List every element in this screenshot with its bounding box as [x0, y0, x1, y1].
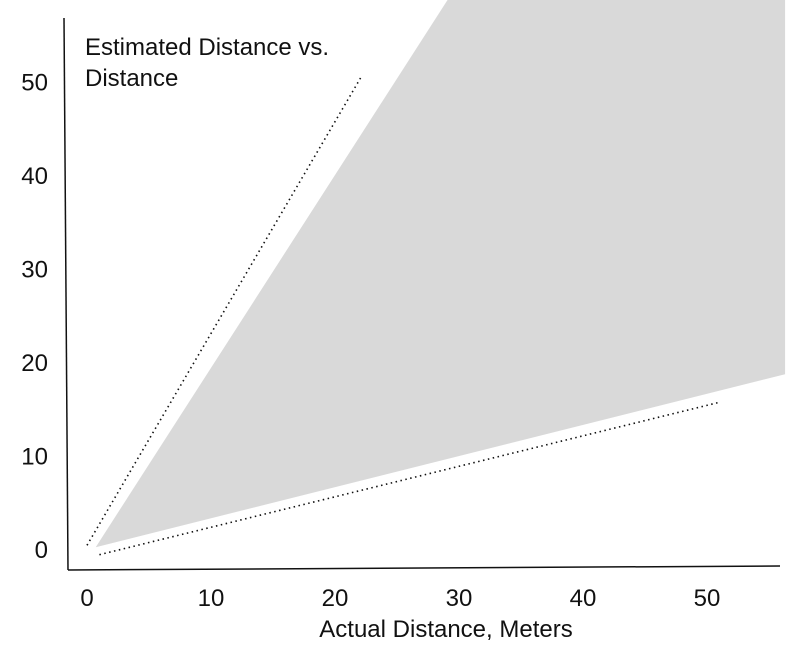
estimate-range-area	[95, 0, 786, 548]
y-axis	[63, 17, 69, 571]
y-tick-label: 10	[21, 444, 48, 471]
lower-bound-line	[99, 401, 720, 556]
x-tick-label: 20	[322, 585, 349, 612]
y-tick-label: 50	[21, 70, 48, 97]
x-tick-label: 40	[570, 585, 597, 612]
y-tick-label: 0	[35, 537, 48, 564]
x-axis-label: Actual Distance, Meters	[319, 616, 572, 643]
x-tick-labels: 0 10 20 30 40 50	[80, 585, 720, 612]
y-tick-labels: 0 10 20 30 40 50	[21, 70, 48, 565]
x-tick-label: 30	[446, 585, 473, 612]
x-tick-label: 0	[80, 585, 93, 612]
y-tick-label: 20	[21, 350, 48, 377]
upper-bound-line	[86, 74, 363, 546]
x-tick-label: 50	[694, 585, 721, 612]
chart-title-line-1: Estimated Distance vs.	[85, 34, 329, 61]
y-tick-label: 40	[21, 163, 48, 190]
dotted-bounds	[86, 74, 720, 556]
chart-title-line-2: Distance	[85, 65, 178, 92]
x-tick-label: 10	[198, 585, 225, 612]
y-tick-label: 30	[21, 257, 48, 284]
x-axis	[67, 565, 781, 571]
